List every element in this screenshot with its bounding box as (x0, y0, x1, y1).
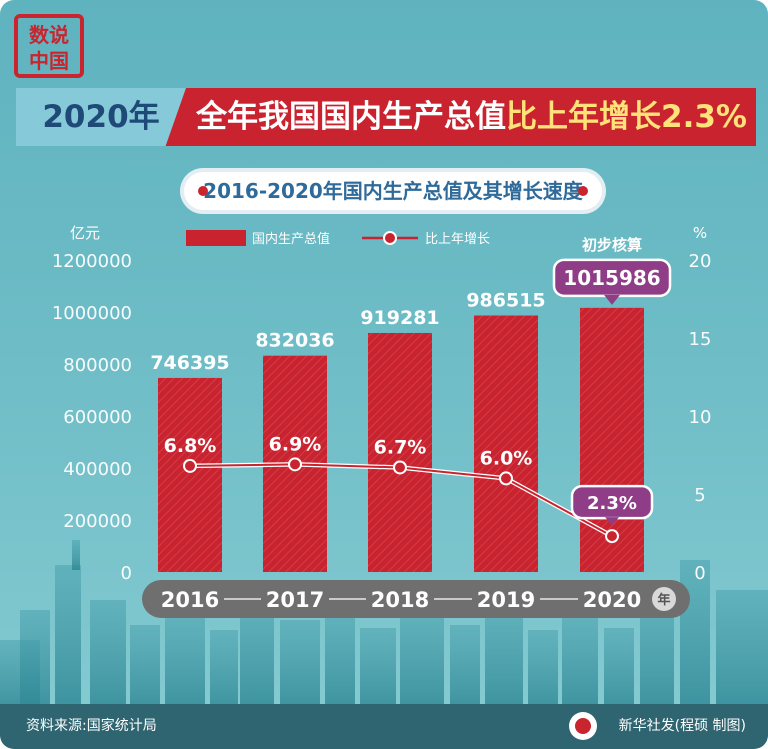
left-axis-unit: 亿元 (70, 224, 100, 242)
category-axis-pill (142, 580, 690, 618)
banner-title-highlight: 比上年增长2.3% (506, 99, 747, 135)
right-axis-tick-label: 0 (694, 563, 705, 584)
line-value-label: 2.3% (587, 493, 637, 514)
category-label: 2018 (371, 588, 429, 612)
bar-texture (158, 377, 222, 572)
credit-note: 新华社发(程硕 制图) (618, 718, 746, 734)
chart-subtitle: 2016-2020年国内生产总值及其增长速度 (184, 172, 602, 210)
bar-callout-pointer (604, 294, 620, 305)
left-axis-tick-label: 400000 (63, 459, 132, 480)
category-label: 2017 (266, 588, 324, 612)
line-point (183, 458, 197, 473)
right-axis-tick-label: 10 (689, 407, 712, 428)
xinhua-logo-icon (569, 712, 597, 740)
bar-value-label: 919281 (360, 307, 439, 329)
x-unit-badge (652, 587, 676, 611)
stamp-logo: 数说 中国 (14, 14, 84, 78)
bar-value-label: 746395 (150, 352, 229, 374)
line-value-label: 6.0% (480, 447, 533, 469)
line-value-label: 6.9% (269, 433, 322, 455)
banner-title-main: 全年我国国内生产总值 (196, 99, 506, 135)
bar-texture (474, 315, 538, 572)
bar-texture (368, 332, 432, 572)
source-note: 资料来源:国家统计局 (26, 718, 157, 734)
footer-bar (0, 704, 768, 749)
legend-bar-label: 国内生产总值 (252, 231, 330, 247)
right-axis-unit: % (693, 224, 707, 242)
category-label: 2016 (161, 588, 219, 612)
line-callout-pointer (605, 517, 619, 526)
x-unit-label: 年 (657, 592, 670, 608)
line-value-label: 6.7% (374, 436, 427, 458)
right-axis-tick-label: 5 (694, 485, 705, 506)
category-label: 2020 (583, 588, 641, 612)
line-point (393, 460, 407, 475)
legend-line-label: 比上年增长 (425, 232, 490, 247)
left-axis-tick-label: 0 (121, 563, 132, 584)
right-axis-tick-label: 15 (689, 329, 712, 350)
left-axis-tick-label: 200000 (63, 511, 132, 532)
chart-annotation: 初步核算 (582, 236, 642, 254)
category-label: 2019 (477, 588, 535, 612)
bar-value-label: 832036 (255, 330, 334, 352)
right-axis-tick-label: 20 (689, 251, 712, 272)
legend-line-marker (383, 231, 397, 245)
left-axis-tick-label: 800000 (63, 355, 132, 376)
line-point (499, 471, 513, 486)
line-point (605, 529, 619, 544)
line-point (288, 457, 302, 472)
line-value-label: 6.8% (164, 435, 217, 457)
bar-value-label: 986515 (466, 290, 545, 312)
banner-year: 2020年 (16, 88, 186, 146)
bar-value-label: 1015986 (563, 266, 660, 290)
left-axis-tick-label: 1000000 (52, 303, 132, 324)
city-skyline-decoration (0, 540, 768, 710)
left-axis-tick-label: 600000 (63, 407, 132, 428)
banner-title: 全年我国国内生产总值比上年增长2.3% (196, 88, 747, 146)
left-axis-tick-label: 1200000 (52, 251, 132, 272)
bar-texture (580, 307, 644, 572)
legend-bar-swatch (186, 230, 246, 246)
